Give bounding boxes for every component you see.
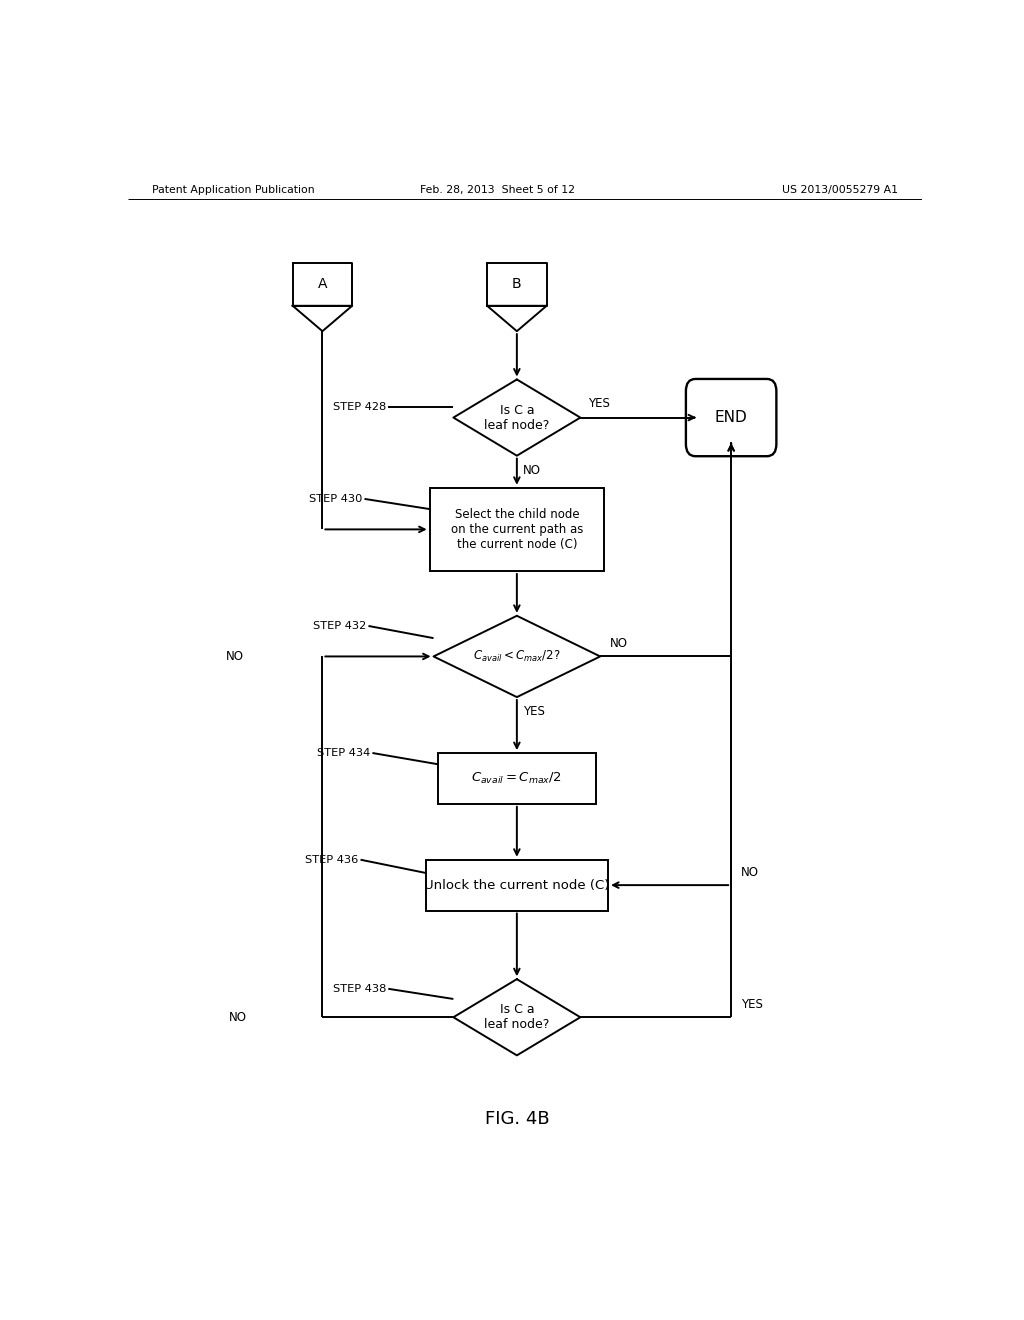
Text: Feb. 28, 2013  Sheet 5 of 12: Feb. 28, 2013 Sheet 5 of 12: [420, 185, 574, 195]
Bar: [437, 752, 596, 804]
Text: STEP 436: STEP 436: [305, 855, 358, 865]
Text: Is C a
leaf node?: Is C a leaf node?: [484, 404, 550, 432]
Text: YES: YES: [588, 397, 610, 411]
Text: B: B: [512, 277, 521, 292]
Text: NO: NO: [740, 866, 759, 879]
Bar: [426, 859, 608, 911]
Text: $C_{avail} < C_{max}/2$?: $C_{avail} < C_{max}/2$?: [473, 649, 560, 664]
Text: Patent Application Publication: Patent Application Publication: [152, 185, 314, 195]
Text: Is C a
leaf node?: Is C a leaf node?: [484, 1003, 550, 1031]
Text: YES: YES: [740, 998, 763, 1011]
Text: A: A: [317, 277, 328, 292]
Text: NO: NO: [523, 463, 542, 477]
Text: STEP 428: STEP 428: [333, 403, 386, 412]
Text: STEP 432: STEP 432: [312, 620, 367, 631]
Text: $C_{avail} = C_{max}/2$: $C_{avail} = C_{max}/2$: [471, 771, 562, 785]
Text: Select the child node
on the current path as
the current node (C): Select the child node on the current pat…: [451, 508, 583, 550]
Text: NO: NO: [228, 1011, 247, 1024]
Text: US 2013/0055279 A1: US 2013/0055279 A1: [781, 185, 898, 195]
Text: END: END: [715, 411, 748, 425]
Text: STEP 434: STEP 434: [316, 748, 370, 758]
Text: Unlock the current node (C): Unlock the current node (C): [424, 879, 609, 891]
Text: NO: NO: [609, 638, 628, 651]
Text: NO: NO: [226, 649, 244, 663]
Text: STEP 430: STEP 430: [309, 494, 362, 504]
Text: STEP 438: STEP 438: [333, 983, 386, 994]
Text: FIG. 4B: FIG. 4B: [484, 1110, 549, 1127]
Bar: [430, 487, 604, 572]
Text: YES: YES: [523, 705, 545, 718]
